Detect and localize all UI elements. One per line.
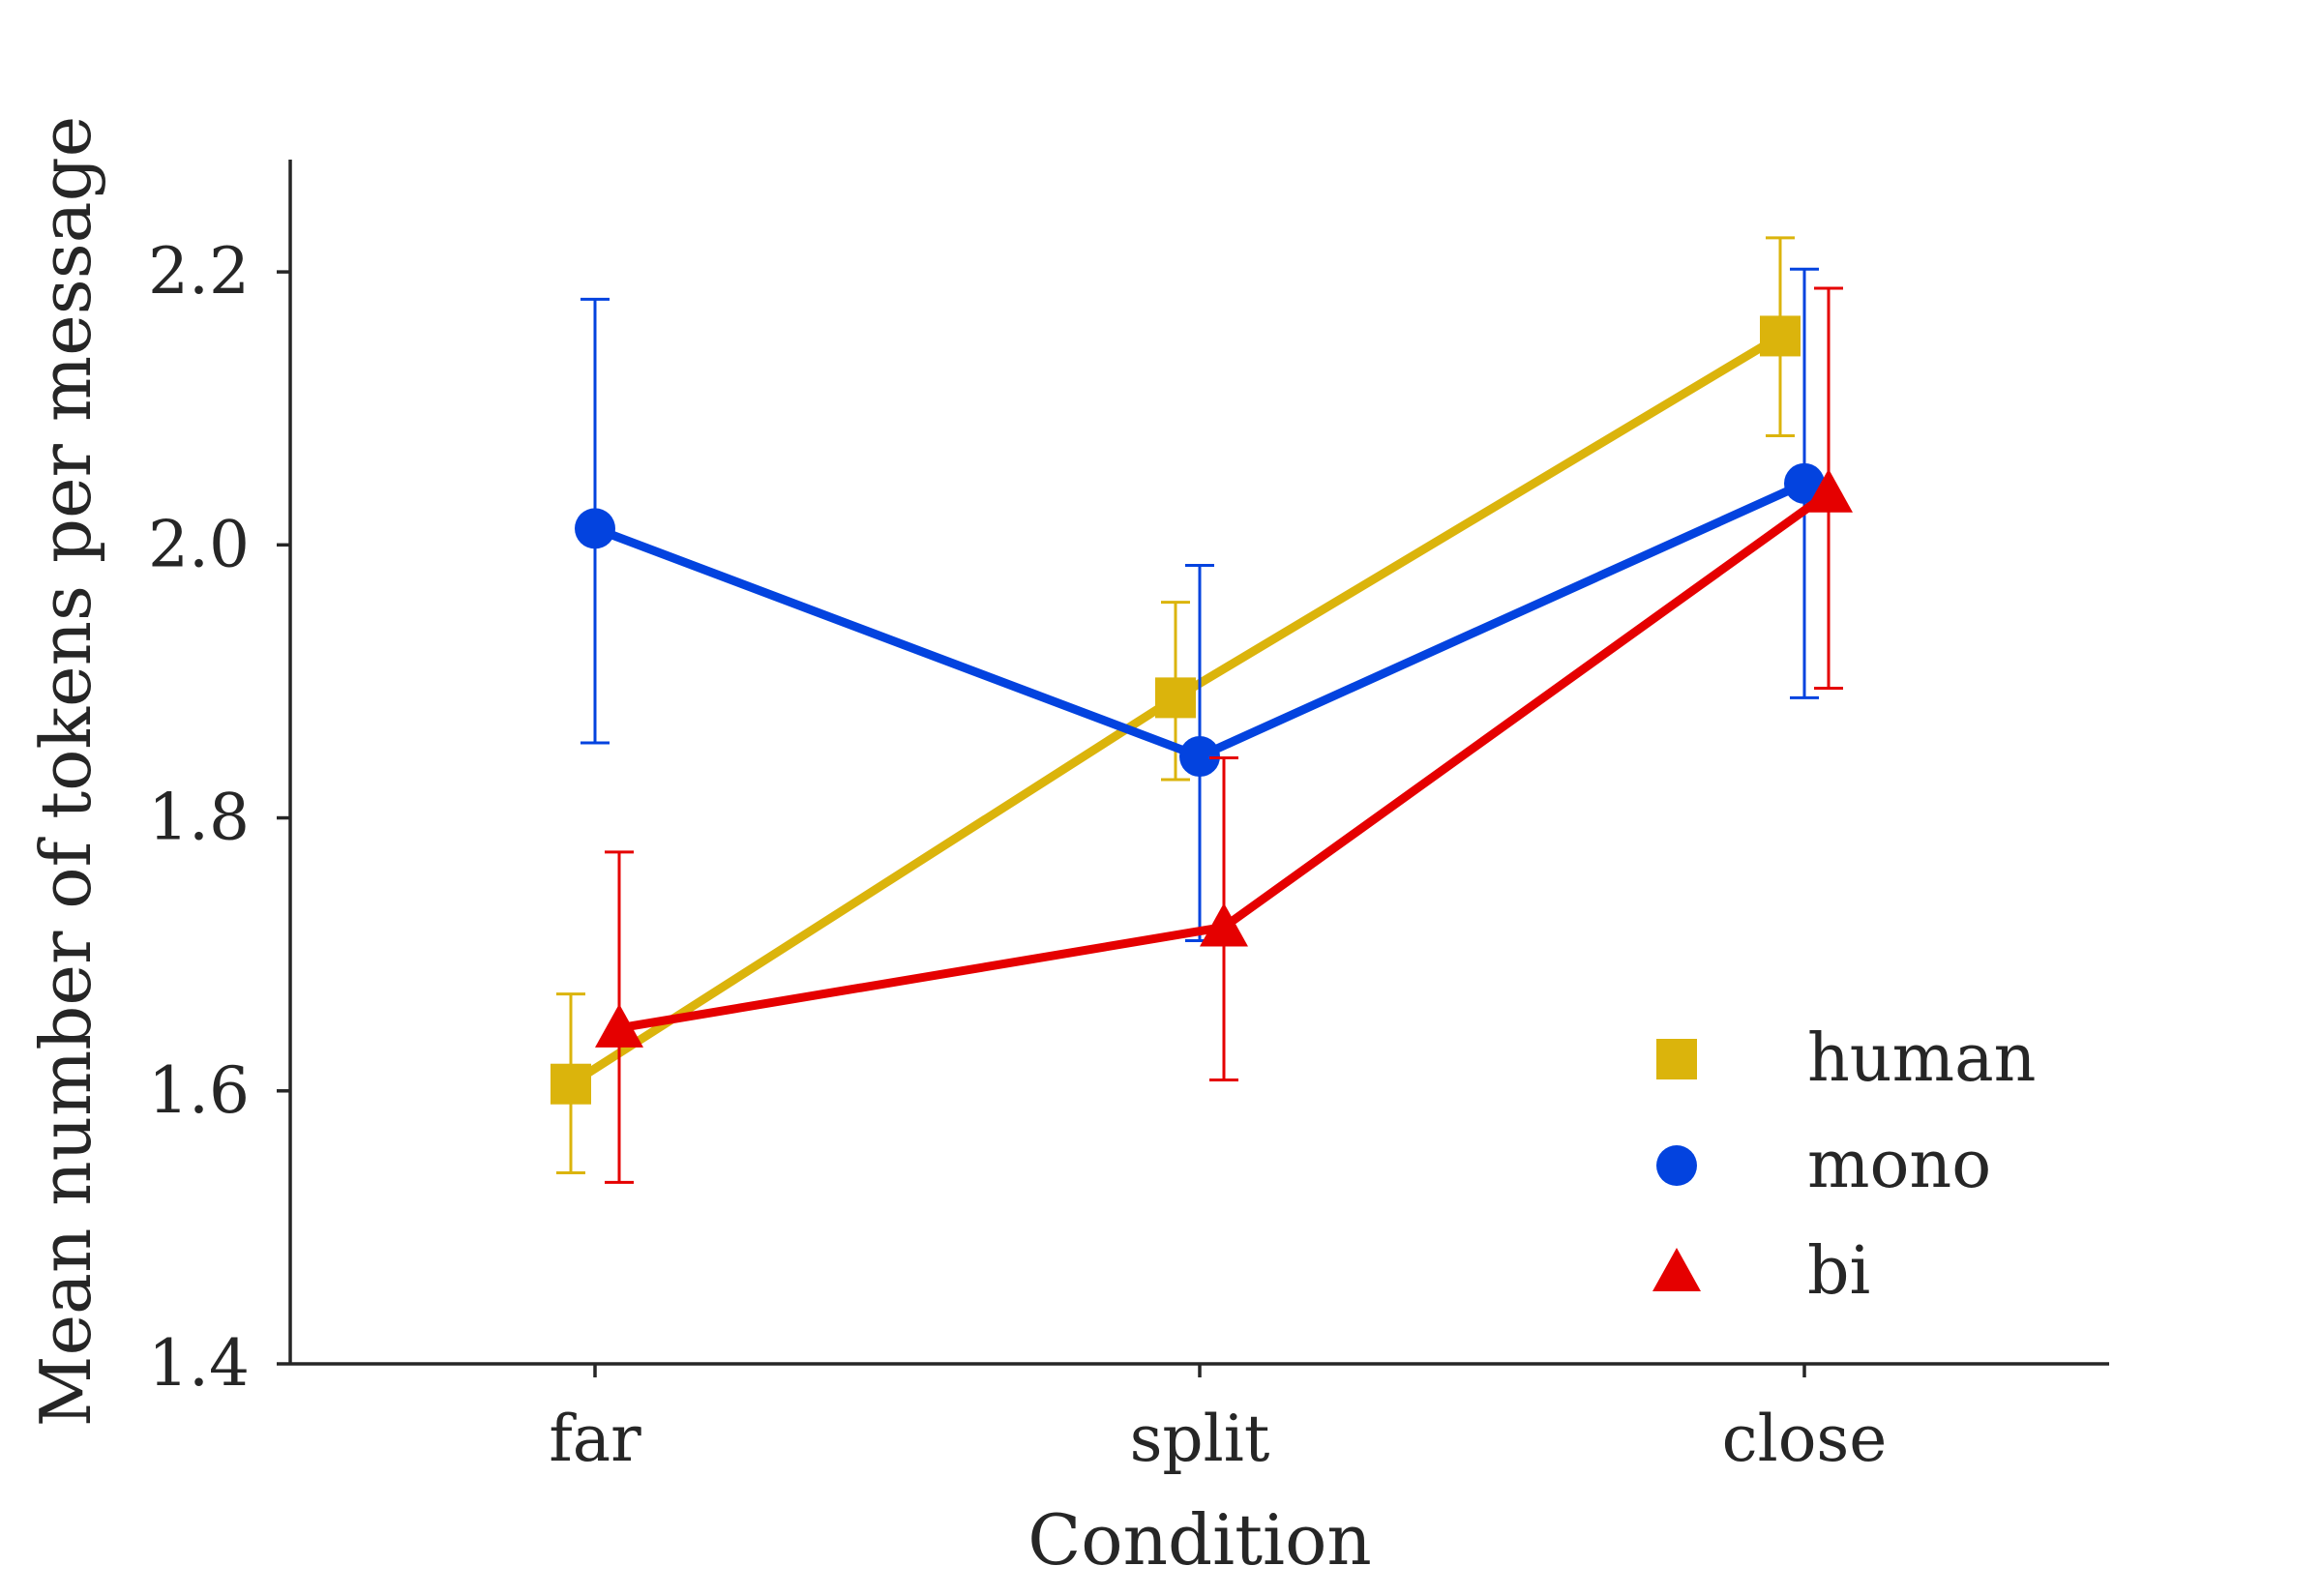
y-tick-label: 2.0 (148, 507, 250, 581)
y-tick-label: 1.4 (148, 1326, 250, 1401)
legend-label: mono (1807, 1127, 1991, 1203)
data-point (575, 508, 615, 549)
y-axis-title: Mean number of tokens per message (25, 116, 106, 1428)
data-point (1200, 902, 1248, 947)
x-tick-label: far (549, 1402, 641, 1476)
data-point (1155, 677, 1196, 719)
y-tick-label: 1.6 (148, 1053, 250, 1128)
data-point (595, 1003, 643, 1048)
legend-marker (1656, 1039, 1697, 1079)
data-point (1784, 462, 1825, 504)
y-tick-label: 2.2 (148, 234, 250, 309)
x-tick-label: close (1722, 1402, 1888, 1476)
legend-item-bi: bi (1652, 1233, 1870, 1310)
legend-item-human: human (1656, 1020, 2036, 1097)
legend-marker (1656, 1145, 1697, 1186)
x-tick-label: split (1130, 1402, 1270, 1476)
series-human (551, 236, 1801, 1174)
y-ticks: 1.4 1.6 1.8 2.0 2.2 (148, 234, 290, 1401)
data-point (1804, 468, 1853, 513)
legend-label: bi (1807, 1233, 1870, 1310)
legend: human mono bi (1652, 1020, 2036, 1310)
series-bi (595, 286, 1853, 1184)
data-point (551, 1063, 591, 1105)
data-point (1760, 315, 1801, 357)
series-mono (575, 267, 1825, 943)
legend-item-mono: mono (1656, 1127, 1991, 1203)
x-axis-title: Condition (1027, 1499, 1372, 1581)
y-tick-label: 1.8 (148, 781, 250, 855)
series (551, 236, 1853, 1184)
legend-label: human (1807, 1020, 2036, 1097)
legend-marker (1652, 1248, 1701, 1291)
x-ticks: far split close (549, 1364, 1887, 1476)
data-point (1179, 736, 1220, 778)
